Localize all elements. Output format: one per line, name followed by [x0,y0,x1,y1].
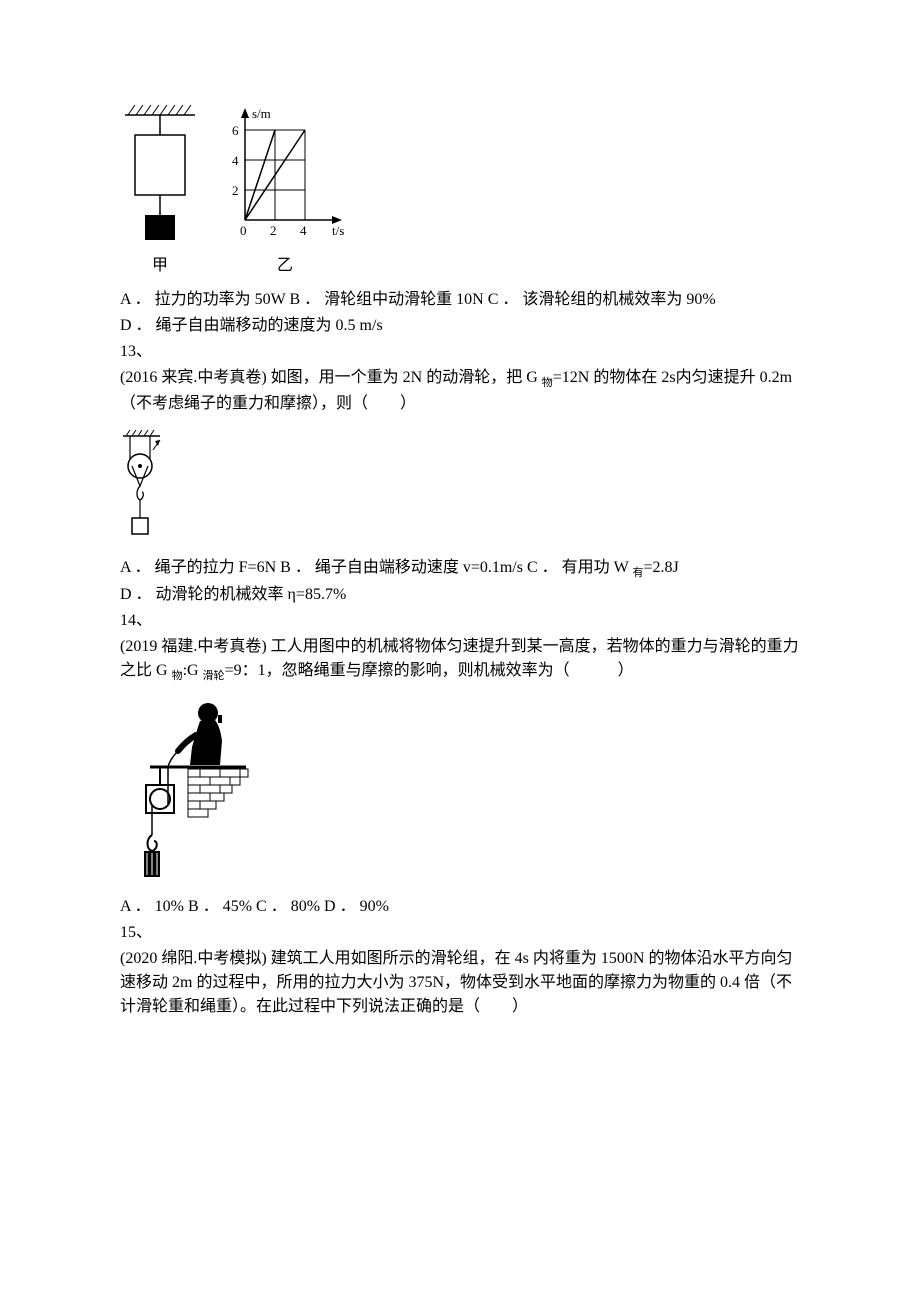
q12-figure-right: s/m t/s 6 4 2 0 2 4 乙 [220,100,350,278]
svg-text:2: 2 [232,183,239,198]
q14-choice-c: C ． 80% [256,898,320,915]
q14-stem: (2019 福建.中考真卷) 工人用图中的机械将物体匀速提升到某一高度，若物体的… [120,635,800,685]
movable-pulley-icon [120,426,170,546]
svg-text:6: 6 [232,123,239,138]
q15-stem: (2020 绵阳.中考模拟) 建筑工人用如图所示的滑轮组，在 4s 内将重为 1… [120,947,800,1019]
q13-source-a: (2016 来宾.中考真卷) 如图，用一个重为 2N 的动滑轮，把 G [120,369,542,386]
st-graph-icon: s/m t/s 6 4 2 0 2 4 [220,100,350,250]
q14-number: 14、 [120,609,800,633]
q13-choice-b: B ． 绳子自由端移动速度 v=0.1m/s [280,559,523,576]
q12-choices-line1: A ． 拉力的功率为 50W B ． 滑轮组中动滑轮重 10N C ． 该滑轮组… [120,288,800,312]
q14-sub1: 物 [172,671,183,683]
q15-number: 15、 [120,921,800,945]
q14-choice-d: D ． 90% [324,898,389,915]
fig12-left-caption: 甲 [152,254,168,278]
q14-choice-b: B ． 45% [188,898,252,915]
svg-text:0: 0 [240,223,247,238]
svg-text:t/s: t/s [332,223,344,238]
q13-choices-line1: A ． 绳子的拉力 F=6N B ． 绳子自由端移动速度 v=0.1m/s C … [120,556,800,582]
q14-sub2: 滑轮 [203,671,225,683]
q12-choice-b: B ． 滑轮组中动滑轮重 10N [290,291,484,308]
q13-stem: (2016 来宾.中考真卷) 如图，用一个重为 2N 的动滑轮，把 G 物=12… [120,366,800,416]
q13-choice-d: D ． 动滑轮的机械效率 η=85.7% [120,583,800,607]
q12-figure-left: 甲 [120,100,200,278]
svg-text:4: 4 [300,223,307,238]
pulley-system-icon [120,100,200,250]
q14-mid: :G [183,662,203,679]
svg-text:s/m: s/m [252,106,271,121]
q12-choice-c: C ． 该滑轮组的机械效率为 90% [488,291,716,308]
q14-choices: A ． 10% B ． 45% C ． 80% D ． 90% [120,895,800,919]
q14-tail: =9：1，忽略绳重与摩擦的影响，则机械效率为（ ） [225,662,634,679]
svg-text:2: 2 [270,223,277,238]
q12-choice-d: D ． 绳子自由端移动的速度为 0.5 m/s [120,314,800,338]
q13-choice-a: A ． 绳子的拉力 F=6N [120,559,276,576]
q14-figure [120,695,800,885]
q13-choice-c-tail: =2.8J [643,559,678,576]
svg-text:4: 4 [232,153,239,168]
fig12-right-caption: 乙 [277,254,293,278]
q13-sub-wu: 物 [542,377,553,389]
q13-choice-c-pre: C ． 有用功 W [527,559,633,576]
q12-choice-a: A ． 拉力的功率为 50W [120,291,286,308]
q13-number: 13、 [120,340,800,364]
q12-figure-row: 甲 s/m t/s 6 [120,100,800,278]
worker-pulley-icon [120,695,270,885]
q14-choice-a: A ． 10% [120,898,184,915]
q13-figure [120,426,800,546]
q13-choice-c-sub: 有 [632,567,643,579]
